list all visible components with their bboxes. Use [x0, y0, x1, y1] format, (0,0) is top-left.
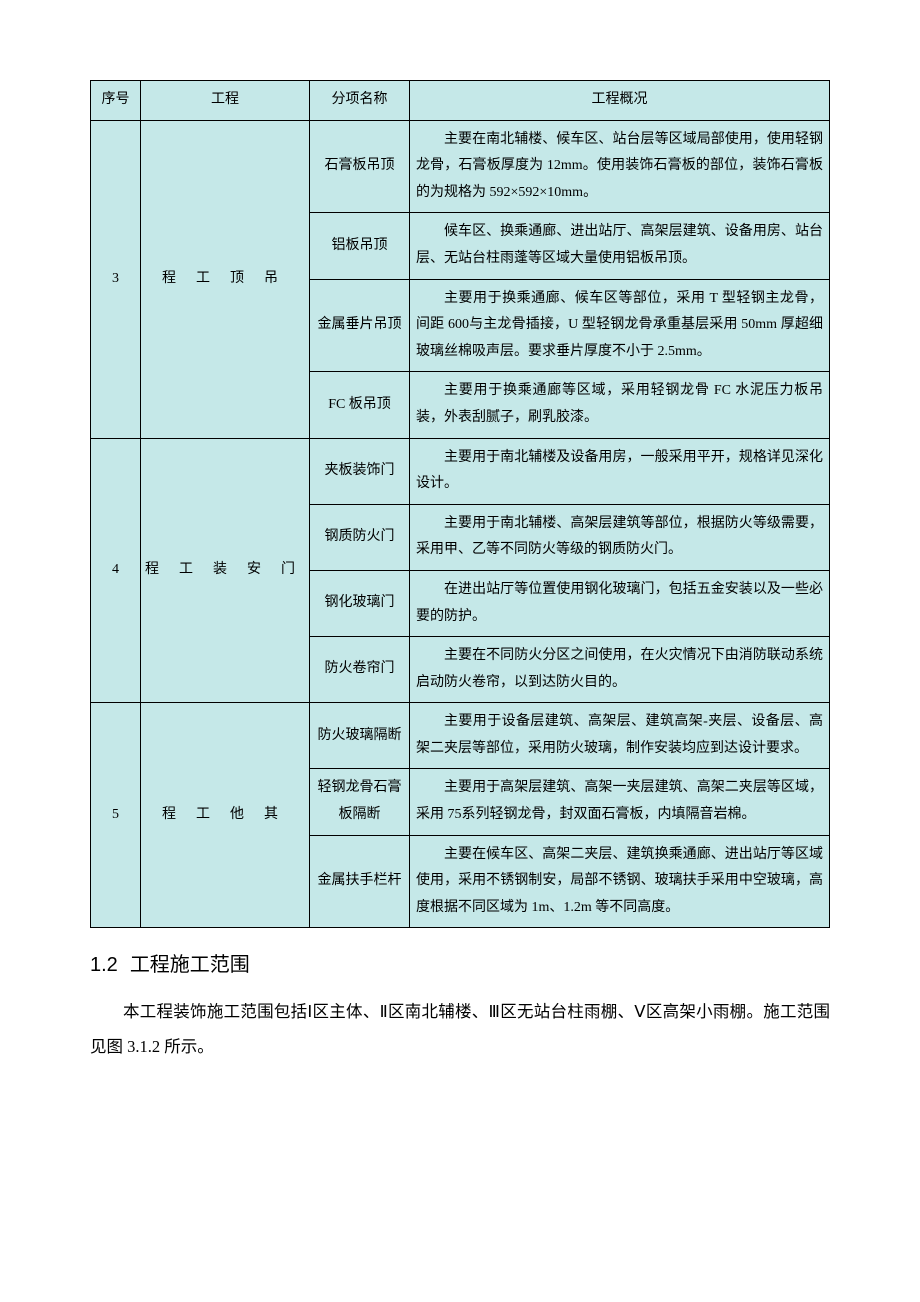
body-paragraph: 本工程装饰施工范围包括Ⅰ区主体、Ⅱ区南北辅楼、Ⅲ区无站台柱雨棚、Ⅴ区高架小雨棚。… [90, 995, 830, 1064]
header-proj: 工程 [141, 81, 310, 121]
cell-num: 3 [91, 120, 141, 438]
table-header-row: 序号 工程 分项名称 工程概况 [91, 81, 830, 121]
proj-char: 程 [162, 802, 186, 829]
proj-char: 其 [264, 802, 288, 829]
proj-char: 装 [213, 557, 237, 584]
cell-item: FC 板吊顶 [310, 372, 410, 438]
cell-item: 钢化玻璃门 [310, 570, 410, 636]
cell-item: 钢质防火门 [310, 504, 410, 570]
header-desc: 工程概况 [410, 81, 830, 121]
cell-num: 4 [91, 438, 141, 703]
proj-char: 工 [196, 266, 220, 293]
cell-item: 防火卷帘门 [310, 637, 410, 703]
cell-item: 金属垂片吊顶 [310, 279, 410, 372]
cell-desc: 主要在南北辅楼、候车区、站台层等区域局部使用，使用轻钢龙骨，石膏板厚度为 12m… [410, 120, 830, 213]
cell-item: 金属扶手栏杆 [310, 835, 410, 928]
cell-desc: 候车区、换乘通廊、进出站厅、高架层建筑、设备用房、站台层、无站台柱雨蓬等区域大量… [410, 213, 830, 279]
project-table: 序号 工程 分项名称 工程概况 3 吊 顶 工 程 石膏板吊顶 主要在南北辅楼、… [90, 80, 830, 928]
cell-desc: 主要用于南北辅楼及设备用房，一般采用平开，规格详见深化设计。 [410, 438, 830, 504]
section-title: 工程施工范围 [130, 954, 250, 976]
cell-item: 轻钢龙骨石膏板隔断 [310, 769, 410, 835]
proj-char: 程 [162, 266, 186, 293]
cell-desc: 主要用于南北辅楼、高架层建筑等部位，根据防火等级需要，采用甲、乙等不同防火等级的… [410, 504, 830, 570]
table-row: 3 吊 顶 工 程 石膏板吊顶 主要在南北辅楼、候车区、站台层等区域局部使用，使… [91, 120, 830, 213]
header-num: 序号 [91, 81, 141, 121]
cell-proj: 吊 顶 工 程 [141, 120, 310, 438]
section-number: 1.2 [90, 954, 118, 976]
proj-char: 他 [230, 802, 254, 829]
proj-char: 门 [281, 557, 305, 584]
cell-desc: 主要用于换乘通廊、候车区等部位，采用 T 型轻钢主龙骨，间距 600与主龙骨插接… [410, 279, 830, 372]
cell-item: 铝板吊顶 [310, 213, 410, 279]
header-item: 分项名称 [310, 81, 410, 121]
proj-char: 顶 [230, 266, 254, 293]
table-row: 5 其 他 工 程 防火玻璃隔断 主要用于设备层建筑、高架层、建筑高架-夹层、设… [91, 703, 830, 769]
proj-char: 程 [145, 557, 169, 584]
proj-char: 工 [196, 802, 220, 829]
proj-char: 工 [179, 557, 203, 584]
cell-item: 石膏板吊顶 [310, 120, 410, 213]
cell-num: 5 [91, 703, 141, 928]
section-heading: 1.2 工程施工范围 [90, 948, 830, 977]
table-row: 4 门 安 装 工 程 夹板装饰门 主要用于南北辅楼及设备用房，一般采用平开，规… [91, 438, 830, 504]
cell-desc: 主要在不同防火分区之间使用，在火灾情况下由消防联动系统启动防火卷帘，以到达防火目… [410, 637, 830, 703]
proj-char: 安 [247, 557, 271, 584]
cell-desc: 在进出站厅等位置使用钢化玻璃门，包括五金安装以及一些必要的防护。 [410, 570, 830, 636]
cell-item: 防火玻璃隔断 [310, 703, 410, 769]
cell-desc: 主要用于换乘通廊等区域，采用轻钢龙骨 FC 水泥压力板吊装，外表刮腻子，刷乳胶漆… [410, 372, 830, 438]
cell-desc: 主要用于设备层建筑、高架层、建筑高架-夹层、设备层、高架二夹层等部位，采用防火玻… [410, 703, 830, 769]
cell-proj: 门 安 装 工 程 [141, 438, 310, 703]
cell-proj: 其 他 工 程 [141, 703, 310, 928]
cell-item: 夹板装饰门 [310, 438, 410, 504]
cell-desc: 主要在候车区、高架二夹层、建筑换乘通廊、进出站厅等区域使用，采用不锈钢制安，局部… [410, 835, 830, 928]
cell-desc: 主要用于高架层建筑、高架一夹层建筑、高架二夹层等区域，采用 75系列轻钢龙骨，封… [410, 769, 830, 835]
proj-char: 吊 [264, 266, 288, 293]
